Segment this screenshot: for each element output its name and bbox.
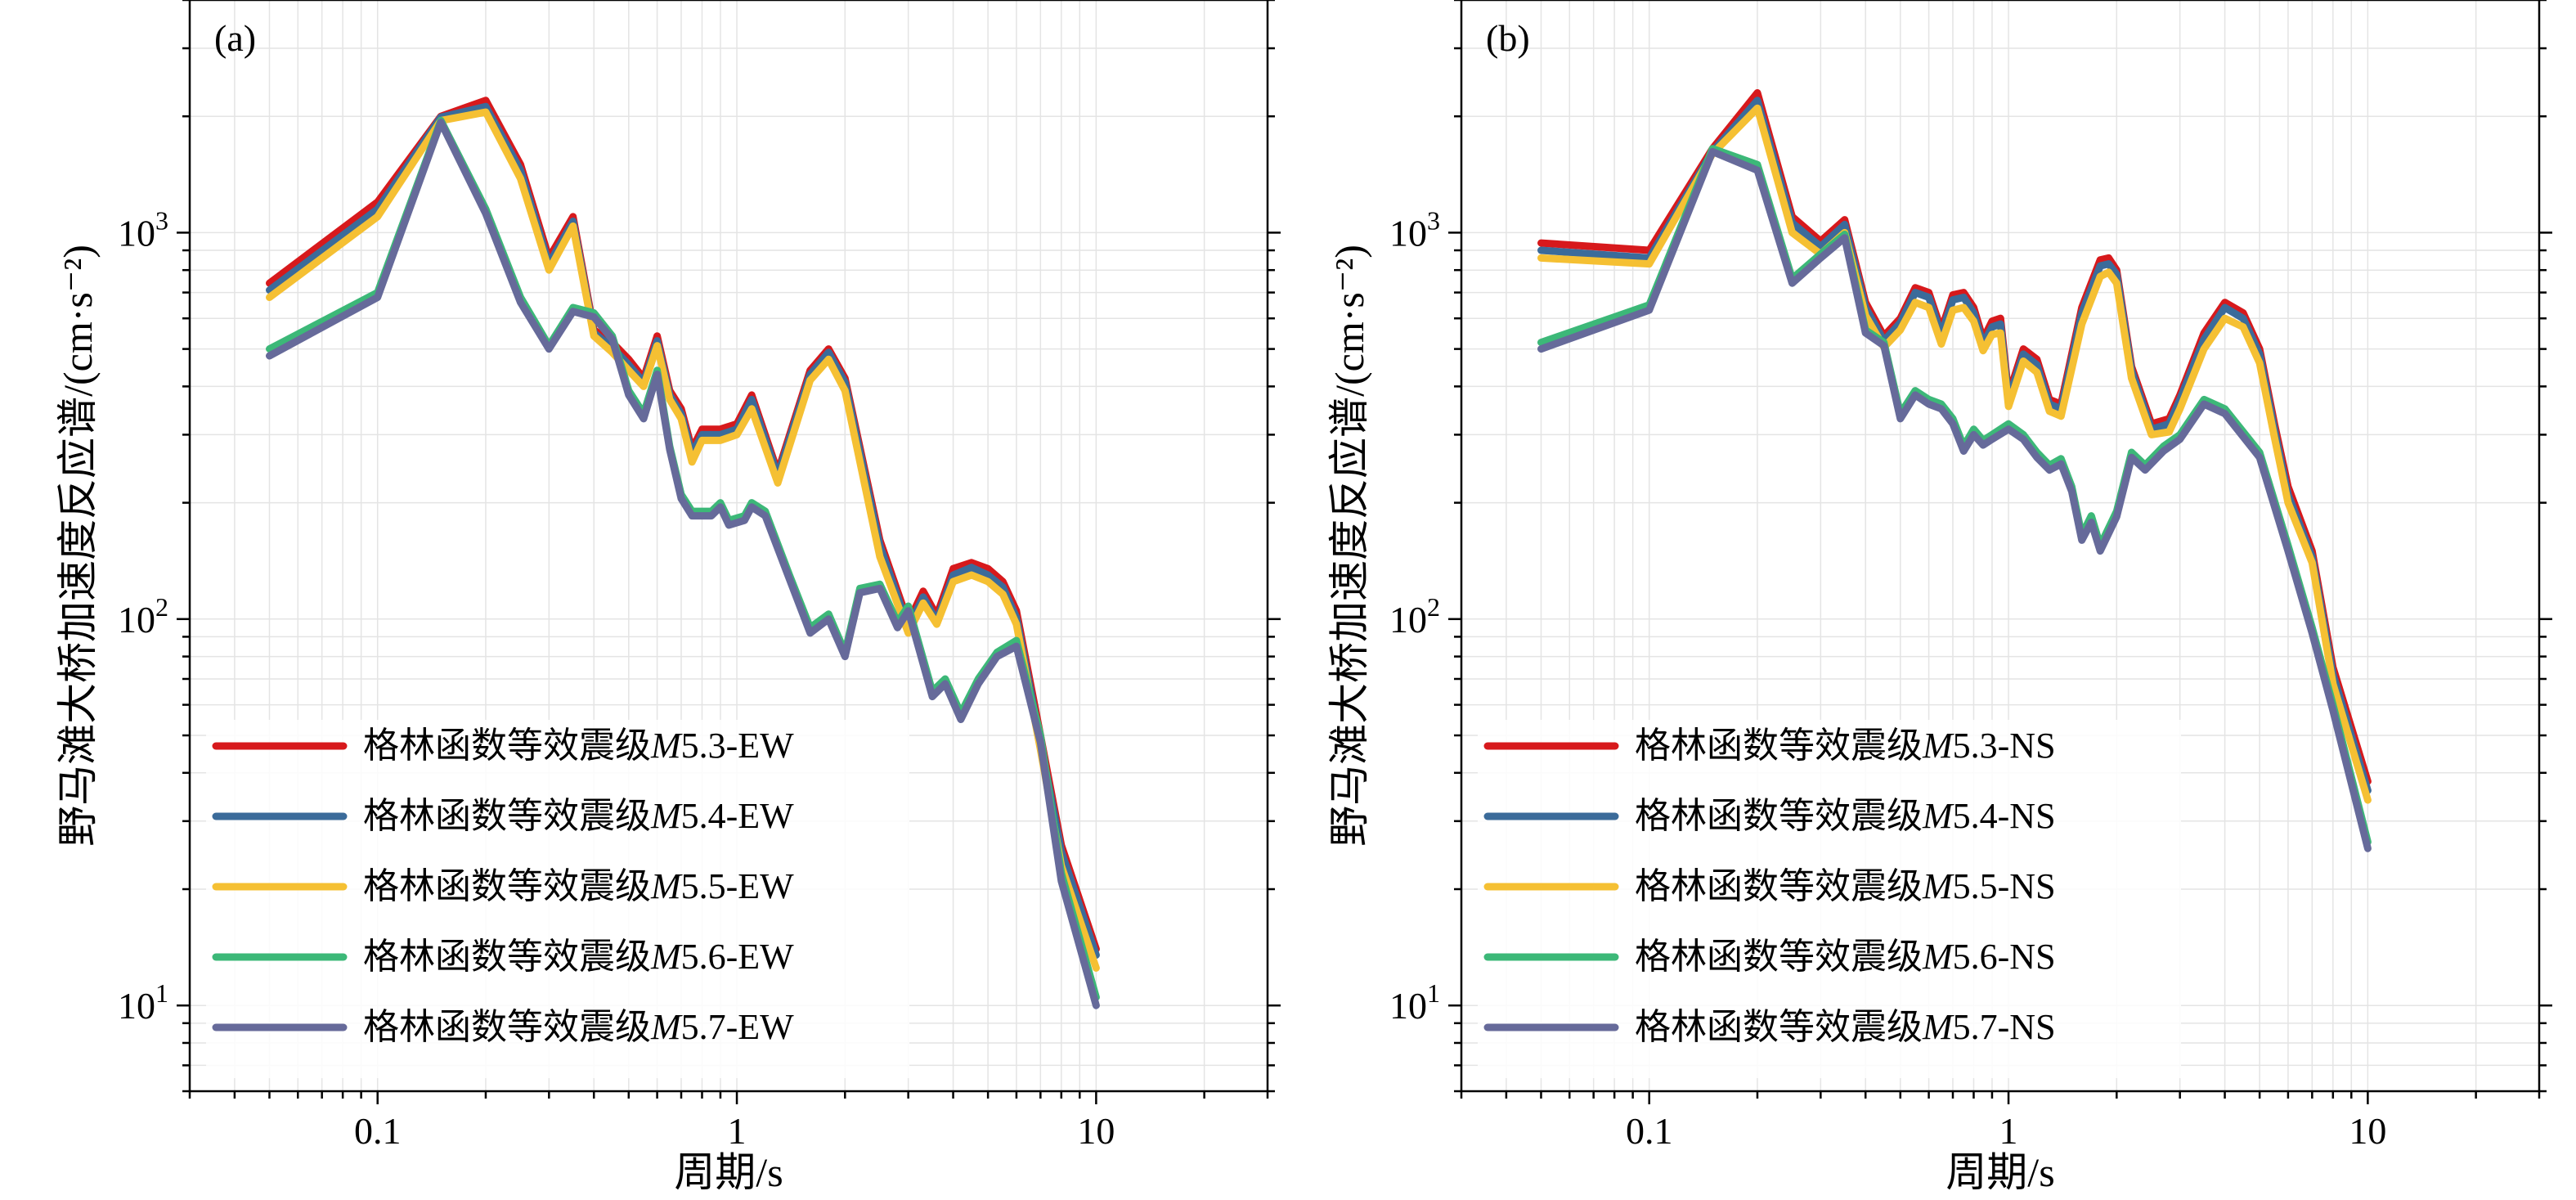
legend-label-magnitude-symbol: M	[650, 937, 683, 977]
legend-label-prefix: 格林函数等效震级	[363, 1007, 651, 1047]
series-line-5.4-ns	[1537, 97, 2372, 794]
legend-label-magnitude-symbol: M	[1922, 726, 1954, 766]
x-tick-label: 0.1	[1626, 1110, 1673, 1152]
legend-entry-label: 格林函数等效震级M5.3-NS	[1635, 726, 2056, 766]
y-tick-base: 10	[118, 599, 155, 640]
legend-label-suffix: 5.3-EW	[681, 726, 795, 766]
panel-a-y-axis-label: 野马滩大桥加速度反应谱/(cm·s⁻²)	[55, 245, 101, 847]
legend-label-prefix: 格林函数等效震级	[1635, 866, 1923, 906]
legend-background	[1478, 720, 2181, 1078]
legend-entry-label: 格林函数等效震级M5.4-NS	[1635, 796, 2056, 836]
legend-label-magnitude-symbol: M	[650, 796, 683, 836]
y-tick-exponent: 3	[155, 205, 168, 235]
panel-b-legend: 格林函数等效震级M5.3-NS格林函数等效震级M5.4-NS格林函数等效震级M5…	[1478, 720, 2181, 1078]
y-tick-label: 101	[118, 978, 168, 1027]
legend-label-prefix: 格林函数等效震级	[363, 866, 651, 906]
legend-label-prefix: 格林函数等效震级	[363, 937, 651, 977]
legend-label-suffix: 5.6-NS	[1953, 937, 2056, 977]
legend-entry-label: 格林函数等效震级M5.6-EW	[363, 937, 794, 977]
legend-label-prefix: 格林函数等效震级	[1635, 796, 1923, 836]
y-tick-base: 10	[118, 212, 155, 254]
y-tick-base: 10	[1389, 212, 1427, 254]
legend-entry-label: 格林函数等效震级M5.7-NS	[1635, 1007, 2056, 1047]
panel-b-plot-frame	[1460, 0, 2541, 1093]
y-tick-exponent: 2	[155, 592, 168, 622]
legend-label-prefix: 格林函数等效震级	[1635, 1007, 1923, 1047]
legend-label-suffix: 5.4-NS	[1953, 796, 2056, 836]
legend-entry-label: 格林函数等效震级M5.7-EW	[363, 1007, 794, 1047]
series-line-5.5-ns	[1537, 104, 2372, 804]
y-tick-label: 103	[1389, 205, 1440, 254]
panel-b-series	[1537, 89, 2372, 852]
y-tick-exponent: 2	[1427, 592, 1440, 622]
legend-label-magnitude-symbol: M	[1922, 796, 1954, 836]
panel-b-label: (b)	[1486, 17, 1530, 59]
x-tick-label: 1	[728, 1110, 747, 1152]
legend-background	[206, 720, 909, 1078]
legend-label-magnitude-symbol: M	[1922, 1007, 1954, 1047]
y-tick-base: 10	[118, 985, 155, 1027]
legend-entry-label: 格林函数等效震级M5.3-EW	[363, 726, 794, 766]
panel-b-x-axis-label: 周期/s	[1945, 1149, 2054, 1195]
y-tick-label: 103	[118, 205, 168, 254]
y-tick-label: 101	[1389, 978, 1440, 1027]
legend-label-suffix: 5.5-EW	[681, 866, 795, 906]
legend-label-suffix: 5.4-EW	[681, 796, 795, 836]
y-tick-base: 10	[1389, 985, 1427, 1027]
legend-label-prefix: 格林函数等效震级	[363, 796, 651, 836]
x-tick-label: 0.1	[354, 1110, 402, 1152]
panel-a-plot-frame	[188, 0, 1269, 1093]
y-tick-label: 102	[118, 592, 168, 640]
panel-a-legend: 格林函数等效震级M5.3-EW格林函数等效震级M5.4-EW格林函数等效震级M5…	[206, 720, 909, 1078]
panel-a-label: (a)	[214, 17, 256, 59]
x-tick-label: 1	[1999, 1110, 2018, 1152]
legend-label-suffix: 5.7-EW	[681, 1007, 795, 1047]
legend-entry-label: 格林函数等效震级M5.6-NS	[1635, 937, 2056, 977]
series-line-5.5-ew	[266, 108, 1100, 972]
series-line-5.7-ew	[266, 119, 1100, 1009]
series-line-5.7-ns	[1537, 147, 2372, 852]
legend-label-suffix: 5.5-NS	[1953, 866, 2056, 906]
legend-entry-label: 格林函数等效震级M5.5-NS	[1635, 866, 2056, 906]
panel-a-x-axis-label: 周期/s	[674, 1149, 783, 1195]
legend-entry-label: 格林函数等效震级M5.4-EW	[363, 796, 794, 836]
legend-label-magnitude-symbol: M	[650, 866, 683, 906]
y-tick-exponent: 1	[1427, 978, 1440, 1008]
legend-label-magnitude-symbol: M	[650, 726, 683, 766]
legend-label-prefix: 格林函数等效震级	[1635, 726, 1923, 766]
legend-label-magnitude-symbol: M	[650, 1007, 683, 1047]
legend-label-magnitude-symbol: M	[1922, 866, 1954, 906]
legend-entry-label: 格林函数等效震级M5.5-EW	[363, 866, 794, 906]
x-tick-label: 10	[2349, 1110, 2386, 1152]
y-tick-label: 102	[1389, 592, 1440, 640]
x-tick-label: 10	[1077, 1110, 1115, 1152]
panel-a-series	[266, 97, 1100, 1009]
panel-b-y-axis-label: 野马滩大桥加速度反应谱/(cm·s⁻²)	[1326, 245, 1372, 847]
legend-label-suffix: 5.7-NS	[1953, 1007, 2056, 1047]
y-tick-base: 10	[1389, 599, 1427, 640]
legend-label-magnitude-symbol: M	[1922, 937, 1954, 977]
legend-label-prefix: 格林函数等效震级	[1635, 937, 1923, 977]
legend-label-suffix: 5.6-EW	[681, 937, 795, 977]
y-tick-exponent: 1	[155, 978, 168, 1008]
legend-label-prefix: 格林函数等效震级	[363, 726, 651, 766]
y-tick-exponent: 3	[1427, 205, 1440, 235]
legend-label-suffix: 5.3-NS	[1953, 726, 2056, 766]
